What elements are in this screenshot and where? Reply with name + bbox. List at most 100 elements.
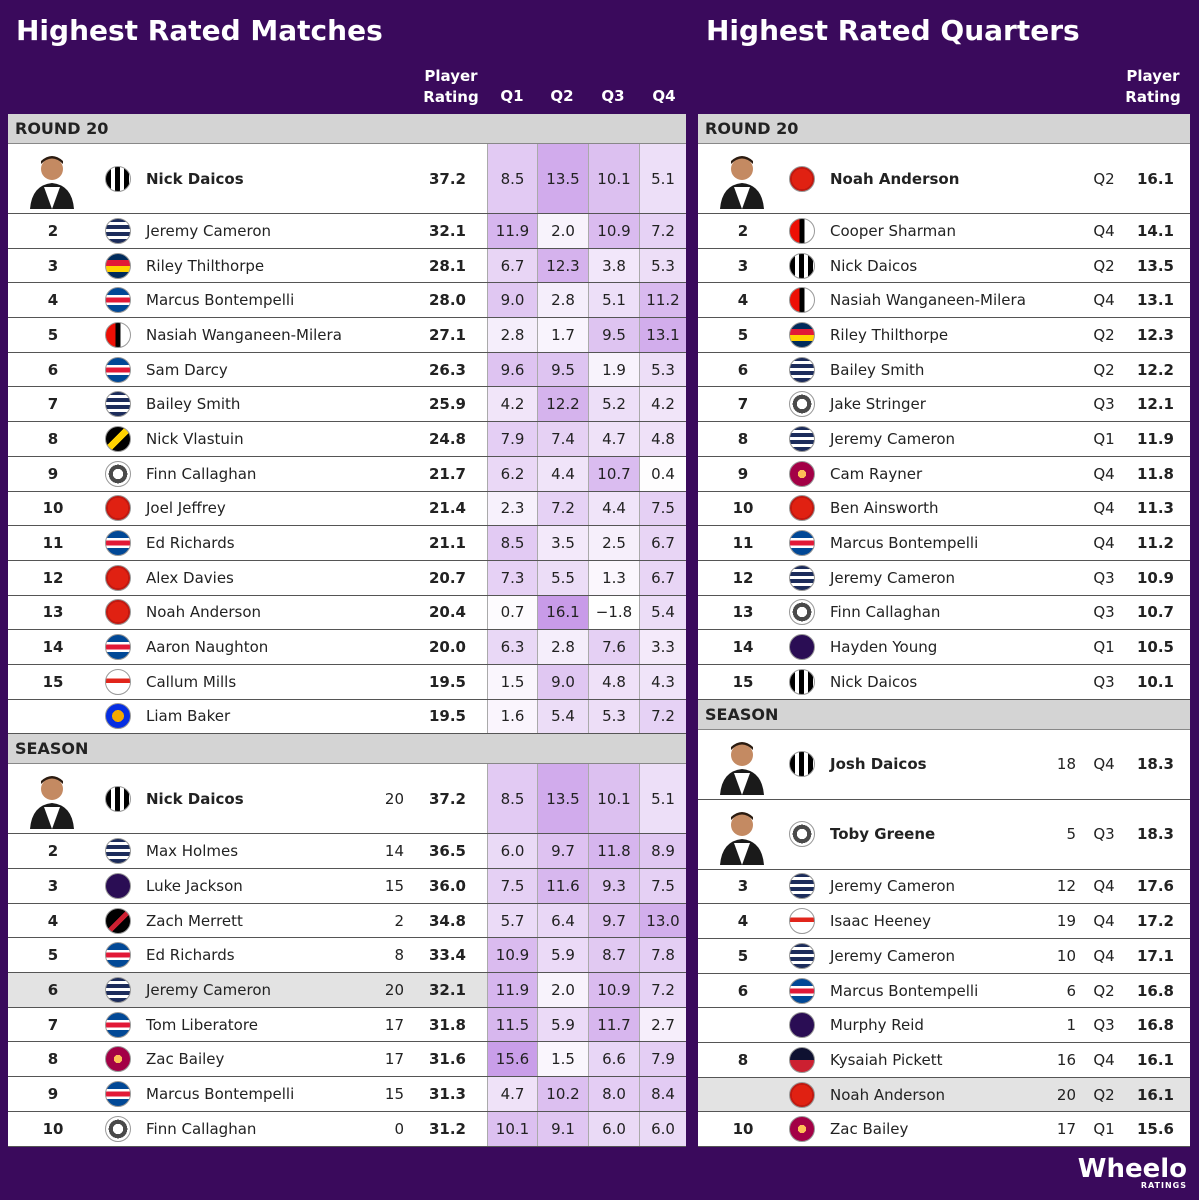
- table-row[interactable]: 9 Marcus Bontempelli 15 31.3 4.7 10.2 8.0 8.4: [8, 1077, 686, 1112]
- player-name[interactable]: Marcus Bontempelli: [830, 534, 979, 553]
- table-row[interactable]: 4 Nasiah Wanganeen-Milera Q4 13.1: [698, 283, 1190, 319]
- player-name[interactable]: Zac Bailey: [830, 1120, 909, 1139]
- table-row[interactable]: Noah Anderson Q2 16.1: [698, 144, 1190, 214]
- player-name[interactable]: Jeremy Cameron: [830, 946, 956, 965]
- table-row[interactable]: 8 Jeremy Cameron Q1 11.9: [698, 422, 1190, 457]
- table-row[interactable]: 14 Aaron Naughton 20.0 6.3 2.8 7.6 3.3: [8, 630, 686, 665]
- player-name[interactable]: Kysaiah Pickett: [830, 1050, 943, 1069]
- table-row[interactable]: 2 Jeremy Cameron 32.1 11.9 2.0 10.9 7.2: [8, 214, 686, 249]
- player-name[interactable]: Bailey Smith: [146, 395, 241, 414]
- table-row[interactable]: 12 Jeremy Cameron Q3 10.9: [698, 560, 1190, 596]
- player-name[interactable]: Aaron Naughton: [146, 638, 269, 657]
- player-name[interactable]: Nick Daicos: [146, 169, 244, 188]
- table-row[interactable]: 6 Sam Darcy 26.3 9.6 9.5 1.9 5.3: [8, 352, 686, 388]
- table-row[interactable]: 4 Zach Merrett 2 34.8 5.7 6.4 9.7 13.0: [8, 903, 686, 939]
- table-row[interactable]: 6 Marcus Bontempelli 6 Q2 16.8: [698, 973, 1190, 1009]
- player-name[interactable]: Jeremy Cameron: [830, 568, 956, 587]
- table-row[interactable]: Toby Greene 5 Q3 18.3: [698, 799, 1190, 870]
- table-row[interactable]: 11 Ed Richards 21.1 8.5 3.5 2.5 6.7: [8, 526, 686, 561]
- table-row[interactable]: Noah Anderson 20 Q2 16.1: [698, 1077, 1190, 1113]
- player-name[interactable]: Ben Ainsworth: [830, 499, 939, 518]
- player-name[interactable]: Max Holmes: [146, 842, 239, 861]
- player-name[interactable]: Hayden Young: [830, 638, 938, 657]
- table-row[interactable]: 3 Riley Thilthorpe 28.1 6.7 12.3 3.8 5.3: [8, 248, 686, 284]
- player-name[interactable]: Callum Mills: [146, 672, 237, 691]
- table-row[interactable]: 4 Marcus Bontempelli 28.0 9.0 2.8 5.1 11.2: [8, 283, 686, 319]
- player-name[interactable]: Alex Davies: [146, 568, 234, 587]
- table-row[interactable]: 7 Bailey Smith 25.9 4.2 12.2 5.2 4.2: [8, 387, 686, 423]
- player-name[interactable]: Noah Anderson: [146, 603, 262, 622]
- table-row[interactable]: 4 Isaac Heeney 19 Q4 17.2: [698, 904, 1190, 939]
- player-name[interactable]: Noah Anderson: [830, 169, 960, 188]
- player-name[interactable]: Nasiah Wanganeen-Milera: [830, 291, 1026, 310]
- player-name[interactable]: Noah Anderson: [830, 1085, 946, 1104]
- table-row[interactable]: 5 Riley Thilthorpe Q2 12.3: [698, 318, 1190, 353]
- player-name[interactable]: Marcus Bontempelli: [146, 1084, 295, 1103]
- player-name[interactable]: Cooper Sharman: [830, 221, 956, 240]
- player-name[interactable]: Jake Stringer: [830, 395, 926, 414]
- table-row[interactable]: 9 Cam Rayner Q4 11.8: [698, 456, 1190, 492]
- player-name[interactable]: Riley Thilthorpe: [830, 325, 949, 344]
- table-row[interactable]: Murphy Reid 1 Q3 16.8: [698, 1008, 1190, 1044]
- table-row[interactable]: 8 Zac Bailey 17 31.6 15.6 1.5 6.6 7.9: [8, 1042, 686, 1078]
- table-row[interactable]: 12 Alex Davies 20.7 7.3 5.5 1.3 6.7: [8, 560, 686, 596]
- player-name[interactable]: Finn Callaghan: [830, 603, 941, 622]
- player-name[interactable]: Marcus Bontempelli: [830, 981, 979, 1000]
- player-name[interactable]: Isaac Heeney: [830, 912, 931, 931]
- player-name[interactable]: Jeremy Cameron: [146, 221, 272, 240]
- table-row[interactable]: Josh Daicos 18 Q4 18.3: [698, 729, 1190, 800]
- table-row[interactable]: 10 Ben Ainsworth Q4 11.3: [698, 491, 1190, 527]
- player-name[interactable]: Jeremy Cameron: [146, 980, 272, 999]
- player-name[interactable]: Marcus Bontempelli: [146, 291, 295, 310]
- player-name[interactable]: Nick Vlastuin: [146, 429, 244, 448]
- table-row[interactable]: 7 Tom Liberatore 17 31.8 11.5 5.9 11.7 2.7: [8, 1007, 686, 1043]
- table-row[interactable]: 5 Ed Richards 8 33.4 10.9 5.9 8.7 7.8: [8, 938, 686, 974]
- table-row[interactable]: 11 Marcus Bontempelli Q4 11.2: [698, 526, 1190, 561]
- player-name[interactable]: Zach Merrett: [146, 911, 243, 930]
- player-name[interactable]: Ed Richards: [146, 534, 235, 553]
- table-row[interactable]: 14 Hayden Young Q1 10.5: [698, 630, 1190, 665]
- player-name[interactable]: Nick Daicos: [830, 256, 918, 275]
- table-row[interactable]: 6 Jeremy Cameron 20 32.1 11.9 2.0 10.9 7.2: [8, 973, 686, 1008]
- player-name[interactable]: Nasiah Wanganeen-Milera: [146, 325, 342, 344]
- table-row[interactable]: 5 Jeremy Cameron 10 Q4 17.1: [698, 939, 1190, 974]
- player-name[interactable]: Sam Darcy: [146, 360, 228, 379]
- table-row[interactable]: 15 Nick Daicos Q3 10.1: [698, 664, 1190, 700]
- player-name[interactable]: Josh Daicos: [830, 755, 927, 774]
- player-name[interactable]: Murphy Reid: [830, 1016, 924, 1035]
- player-name[interactable]: Luke Jackson: [146, 876, 243, 895]
- player-name[interactable]: Jeremy Cameron: [830, 429, 956, 448]
- table-row[interactable]: 13 Finn Callaghan Q3 10.7: [698, 595, 1190, 631]
- table-row[interactable]: 13 Noah Anderson 20.4 0.7 16.1 −1.8 5.4: [8, 595, 686, 631]
- table-row[interactable]: Nick Daicos 20 37.2 8.5 13.5 10.1 5.1: [8, 764, 686, 835]
- table-row[interactable]: 10 Finn Callaghan 0 31.2 10.1 9.1 6.0 6.0: [8, 1111, 686, 1147]
- table-row[interactable]: 9 Finn Callaghan 21.7 6.2 4.4 10.7 0.4: [8, 456, 686, 492]
- table-row[interactable]: 3 Jeremy Cameron 12 Q4 17.6: [698, 869, 1190, 905]
- table-row[interactable]: 10 Joel Jeffrey 21.4 2.3 7.2 4.4 7.5: [8, 491, 686, 527]
- table-row[interactable]: 10 Zac Bailey 17 Q1 15.6: [698, 1112, 1190, 1148]
- player-name[interactable]: Tom Liberatore: [146, 1015, 258, 1034]
- player-name[interactable]: Zac Bailey: [146, 1050, 225, 1069]
- table-row[interactable]: 6 Bailey Smith Q2 12.2: [698, 352, 1190, 388]
- player-name[interactable]: Joel Jeffrey: [146, 499, 226, 518]
- table-row[interactable]: Nick Daicos 37.2 8.5 13.5 10.1 5.1: [8, 144, 686, 214]
- player-name[interactable]: Nick Daicos: [830, 672, 918, 691]
- player-name[interactable]: Riley Thilthorpe: [146, 256, 265, 275]
- table-row[interactable]: 2 Max Holmes 14 36.5 6.0 9.7 11.8 8.9: [8, 834, 686, 869]
- table-row[interactable]: 2 Cooper Sharman Q4 14.1: [698, 214, 1190, 249]
- player-name[interactable]: Ed Richards: [146, 946, 235, 965]
- player-name[interactable]: Jeremy Cameron: [830, 877, 956, 896]
- table-row[interactable]: 7 Jake Stringer Q3 12.1: [698, 387, 1190, 423]
- player-name[interactable]: Toby Greene: [830, 825, 936, 844]
- table-row[interactable]: 8 Kysaiah Pickett 16 Q4 16.1: [698, 1043, 1190, 1078]
- table-row[interactable]: 8 Nick Vlastuin 24.8 7.9 7.4 4.7 4.8: [8, 422, 686, 457]
- player-name[interactable]: Finn Callaghan: [146, 464, 257, 483]
- table-row[interactable]: 3 Luke Jackson 15 36.0 7.5 11.6 9.3 7.5: [8, 869, 686, 904]
- player-name[interactable]: Bailey Smith: [830, 360, 925, 379]
- table-row[interactable]: 3 Nick Daicos Q2 13.5: [698, 248, 1190, 284]
- table-row[interactable]: 15 Callum Mills 19.5 1.5 9.0 4.8 4.3: [8, 664, 686, 700]
- player-name[interactable]: Finn Callaghan: [146, 1119, 257, 1138]
- table-row[interactable]: 5 Nasiah Wanganeen-Milera 27.1 2.8 1.7 9.5 13.…: [8, 318, 686, 353]
- player-name[interactable]: Cam Rayner: [830, 464, 923, 483]
- player-name[interactable]: Nick Daicos: [146, 789, 244, 808]
